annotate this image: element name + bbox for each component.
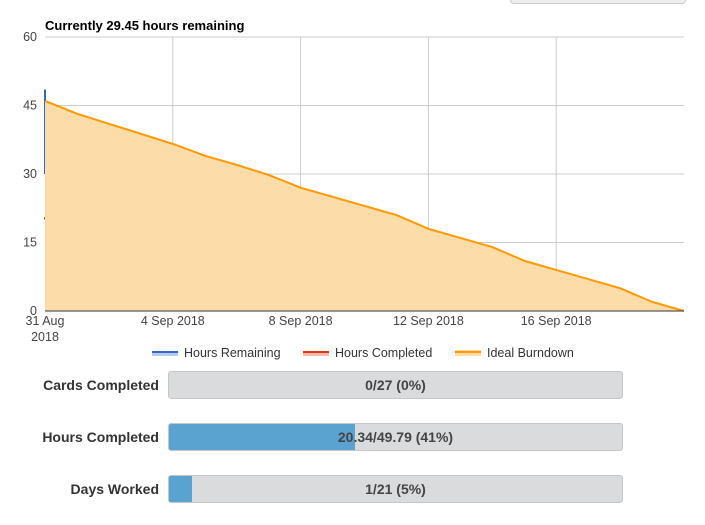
y-tick-label: 30	[23, 167, 37, 181]
cards-completed-value: 0/27 (0%)	[365, 377, 426, 393]
x-tick-line: 16 Sep 2018	[521, 314, 592, 328]
x-tick-label: 31 Aug 2018	[26, 314, 65, 344]
legend-label: Hours Completed	[335, 346, 432, 360]
legend-label: Ideal Burndown	[487, 346, 574, 360]
hours-completed-fill	[169, 424, 355, 450]
hours-completed-value: 20.34/49.79 (41%)	[337, 429, 454, 445]
chart-title: Currently 29.45 hours remaining	[45, 18, 244, 33]
x-tick-line: 12 Sep 2018	[393, 314, 464, 328]
x-tick-line: 4 Sep 2018	[141, 314, 205, 328]
days-worked-label: Days Worked	[70, 481, 159, 497]
progress-row-hours: Hours Completed 20.34/49.79 (41%)	[0, 423, 705, 451]
x-tick-line: 31 Aug	[26, 314, 65, 328]
legend-label: Hours Remaining	[184, 346, 281, 360]
hours-completed-label: Hours Completed	[42, 429, 159, 445]
chart-legend: Hours Remaining Hours Completed Ideal Burn…	[152, 346, 574, 360]
x-tick-label: 8 Sep 2018	[269, 314, 333, 328]
days-worked-value: 1/21 (5%)	[365, 481, 426, 497]
chart-series	[43, 89, 685, 312]
ideal-burndown-line	[44, 100, 685, 312]
days-worked-bar: 1/21 (5%)	[168, 475, 623, 503]
cards-completed-label: Cards Completed	[43, 377, 159, 393]
progress-row-cards: Cards Completed 0/27 (0%)	[0, 371, 705, 399]
legend-swatch-fill	[152, 353, 178, 356]
x-tick-line: 8 Sep 2018	[269, 314, 333, 328]
legend-swatch-fill	[303, 353, 329, 356]
y-tick-label: 15	[23, 236, 37, 250]
progress-row-days: Days Worked 1/21 (5%)	[0, 475, 705, 503]
y-tick-label: 60	[23, 30, 37, 44]
burndown-chart: Currently 29.45 hours remaining 0 15 30 45 6…	[23, 18, 685, 360]
chart-axes: 0 15 30 45 60 31 Aug 2018 4 Sep 2018 8 Sep 2018 1…	[23, 30, 684, 344]
x-tick-label: 16 Sep 2018	[521, 314, 592, 328]
y-tick-label: 45	[23, 99, 37, 113]
hours-completed-bar: 20.34/49.79 (41%)	[168, 423, 623, 451]
x-tick-label: 12 Sep 2018	[393, 314, 464, 328]
y-tick-label: 0	[30, 304, 37, 318]
x-tick-label: 4 Sep 2018	[141, 314, 205, 328]
x-tick-line: 2018	[31, 330, 59, 344]
cards-completed-bar: 0/27 (0%)	[168, 371, 623, 399]
days-worked-fill	[169, 476, 192, 502]
